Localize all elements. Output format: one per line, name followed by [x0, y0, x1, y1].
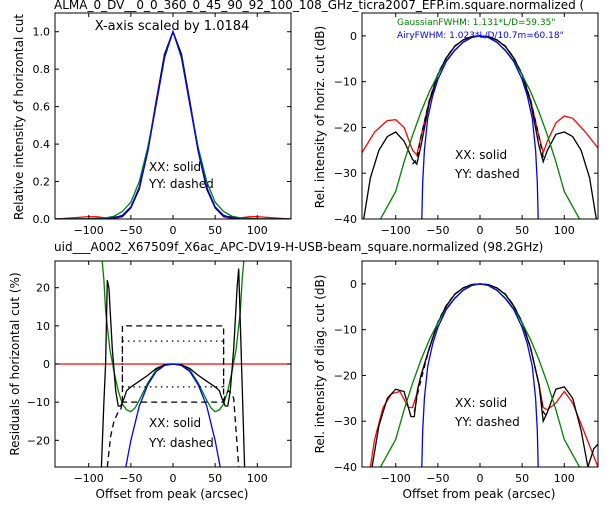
- x-tick-label: −50: [426, 472, 449, 485]
- y-tick-label: −10: [334, 324, 357, 337]
- y-tick-label: 0.4: [33, 138, 51, 151]
- x-tick-label: 0: [477, 472, 484, 485]
- x-tick-label: −100: [381, 472, 411, 485]
- top-title: ALMA_0_DV__0_0_360_0_45_90_92_100_108_GH…: [54, 0, 584, 12]
- legend-text-dashed: YY: dashed: [148, 177, 214, 191]
- y-axis-label: Relative intensity of horizontal cut: [12, 14, 26, 220]
- series-line-3: [379, 35, 581, 219]
- y-tick-label: 0: [43, 358, 50, 371]
- y-tick-label: 1.0: [33, 26, 51, 39]
- x-tick-label: 0: [170, 224, 177, 237]
- y-tick-label: 20: [36, 282, 50, 295]
- x-tick-label: −100: [381, 224, 411, 237]
- panel-diagonal-cut-db: XX: solid YY: dashed Rel. intensity of d…: [313, 260, 599, 501]
- plot-frame: [361, 12, 599, 220]
- legend-text-solid: XX: solid: [455, 396, 507, 410]
- x-tick-label: 50: [515, 472, 529, 485]
- x-tick-label: −100: [74, 472, 104, 485]
- series-line-0: [362, 35, 598, 157]
- y-tick-label: −20: [334, 369, 357, 382]
- series-line-4: [421, 35, 539, 219]
- series-line-4: [421, 283, 539, 467]
- series-line-4: [121, 325, 225, 403]
- x-tick-label: 100: [247, 224, 268, 237]
- y-tick-label: −30: [334, 415, 357, 428]
- y-axis-label: Rel. intensity of horiz. cut (dB): [313, 26, 327, 208]
- legend-text-solid: XX: solid: [455, 148, 507, 162]
- panel-horizontal-cut-linear: X-axis scaled by 1.0184 XX: solid YY: da…: [12, 12, 292, 237]
- series-line-4: [55, 29, 291, 219]
- y-tick-label: −10: [27, 396, 50, 409]
- y-axis-label: Residuals of horizontal cut (%): [8, 272, 22, 455]
- y-tick-label: 10: [36, 320, 50, 333]
- x-tick-label: −50: [426, 224, 449, 237]
- x-axis-label: Offset from peak (arcsec): [403, 487, 556, 501]
- plot-lines: [369, 283, 598, 467]
- y-tick-label: −30: [334, 167, 357, 180]
- series-line-1: [363, 35, 597, 219]
- series-line-3: [106, 401, 124, 467]
- y-tick-label: 0.6: [33, 101, 51, 114]
- x-tick-label: 50: [208, 224, 222, 237]
- series-line-10: [125, 363, 221, 467]
- y-tick-label: −20: [27, 434, 50, 447]
- x-tick-label: −100: [74, 224, 104, 237]
- y-tick-label: 0: [350, 278, 357, 291]
- x-tick-label: −50: [119, 472, 142, 485]
- series-line-3: [379, 283, 581, 467]
- series-line-2: [412, 35, 548, 165]
- y-axis-label: Rel. intensity of diag. cut (dB): [313, 275, 327, 454]
- legend-text-solid: XX: solid: [149, 416, 201, 430]
- series-line-1: [101, 261, 245, 413]
- y-tick-label: 0: [350, 30, 357, 43]
- y-tick-label: 0.2: [33, 176, 51, 189]
- x-tick-label: 100: [554, 224, 575, 237]
- panel-horizontal-cut-db: GaussianFWHM: 1.131*L/D=59.35" AiryFWHM:…: [313, 12, 599, 237]
- y-tick-label: 0.0: [33, 213, 51, 226]
- x-axis-label: Offset from peak (arcsec): [96, 487, 249, 501]
- plot-frame: [361, 260, 599, 468]
- y-tick-label: −40: [334, 461, 357, 474]
- legend-text-dashed: YY: dashed: [454, 167, 520, 181]
- plot-lines: [55, 261, 291, 467]
- plot-lines: [362, 35, 598, 219]
- x-tick-label: 100: [554, 472, 575, 485]
- y-tick-label: −40: [334, 213, 357, 226]
- y-tick-label: −10: [334, 76, 357, 89]
- x-tick-label: 0: [477, 224, 484, 237]
- x-tick-label: −50: [119, 224, 142, 237]
- scale-annotation: X-axis scaled by 1.0184: [95, 19, 250, 34]
- legend-text-dashed: YY: dashed: [148, 436, 214, 450]
- x-tick-label: 50: [208, 472, 222, 485]
- legend-gaussian: GaussianFWHM: 1.131*L/D=59.35": [397, 18, 555, 28]
- x-tick-label: 100: [247, 472, 268, 485]
- legend-text-solid: XX: solid: [149, 160, 201, 174]
- plot-lines: [55, 29, 291, 219]
- y-tick-label: −20: [334, 121, 357, 134]
- panel-residuals: XX: solid YY: dashed Residuals of horizo…: [8, 260, 292, 501]
- middle-title: uid___A002_X67509f_X6ac_APC-DV19-H-USB-b…: [54, 240, 543, 254]
- legend-text-dashed: YY: dashed: [454, 415, 520, 429]
- x-tick-label: 0: [170, 472, 177, 485]
- series-line-5: [222, 389, 240, 467]
- x-tick-label: 50: [515, 224, 529, 237]
- y-tick-label: 0.8: [33, 63, 51, 76]
